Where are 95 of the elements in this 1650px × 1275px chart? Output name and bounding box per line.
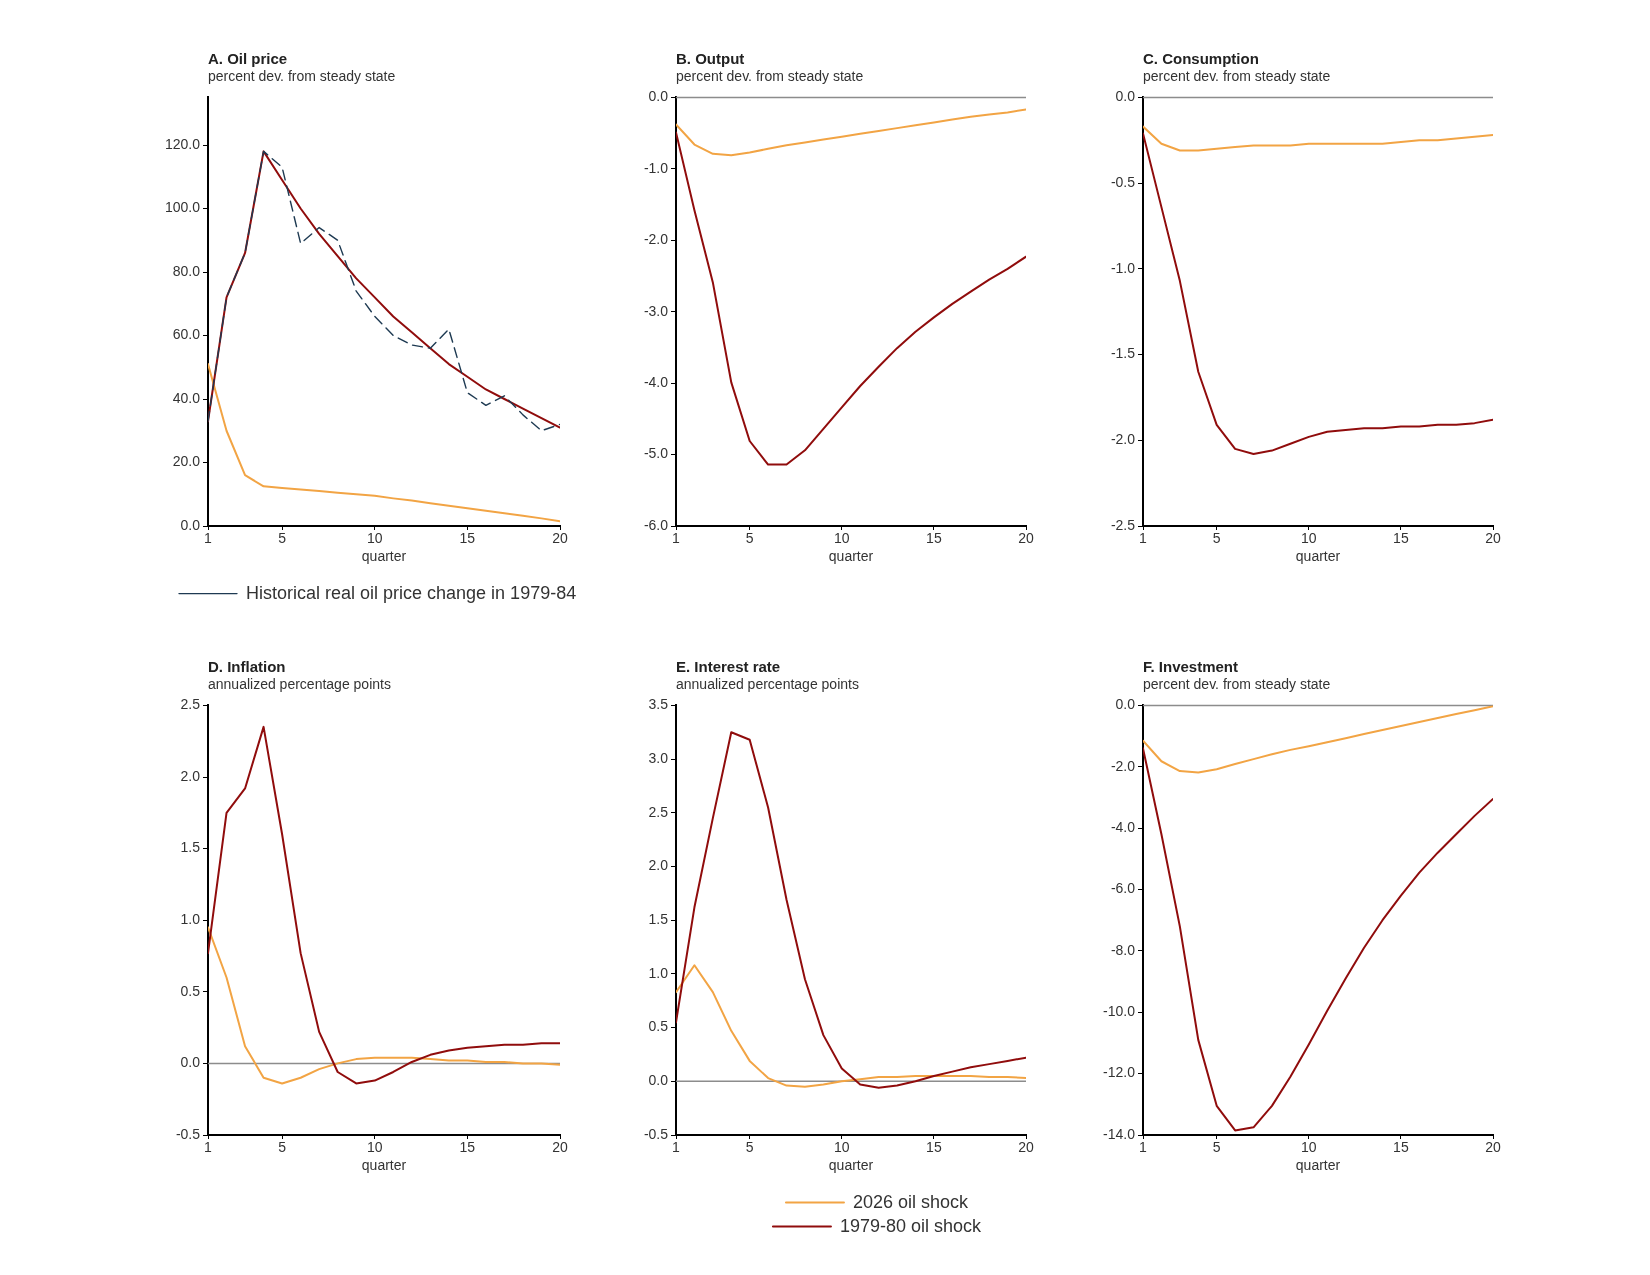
x-tick-label: 20 bbox=[1018, 1139, 1034, 1156]
x-tick-label: 15 bbox=[459, 1139, 476, 1156]
x-tick-label: 10 bbox=[366, 1139, 383, 1156]
y-tick-label: 0.5 bbox=[648, 1018, 669, 1035]
x-axis-title: quarter bbox=[361, 1157, 407, 1174]
y-tick-label: 0.0 bbox=[180, 516, 201, 533]
x-tick-label: 1 bbox=[204, 1139, 213, 1156]
y-tick-label: 0.5 bbox=[180, 982, 201, 999]
x-axis-title: quarter bbox=[361, 548, 407, 565]
y-tick-label: -4.0 bbox=[643, 373, 669, 390]
y-tick-label: -1.0 bbox=[643, 159, 669, 176]
chart-title: C. Consumption bbox=[1143, 50, 1259, 67]
y-tick-label: -10.0 bbox=[1103, 1003, 1136, 1020]
y-tick-label: -3.0 bbox=[643, 302, 669, 319]
x-tick-label: 5 bbox=[278, 1139, 287, 1156]
chart-subtitle: percent dev. from steady state bbox=[1143, 68, 1331, 84]
y-tick-label: 0.0 bbox=[648, 88, 669, 105]
y-tick-label: -2.0 bbox=[1110, 431, 1136, 448]
y-tick-label: -6.0 bbox=[643, 516, 669, 533]
y-tick-label: -8.0 bbox=[1110, 941, 1136, 958]
y-tick-label: -1.0 bbox=[1110, 259, 1136, 276]
x-tick-label: 10 bbox=[1301, 530, 1317, 547]
x-tick-label: 20 bbox=[1018, 530, 1034, 547]
y-tick-label: -2.0 bbox=[643, 231, 669, 248]
x-tick-label: 20 bbox=[1485, 1139, 1501, 1156]
x-tick-label: 5 bbox=[278, 530, 287, 547]
y-tick-label: 3.5 bbox=[648, 696, 669, 713]
x-tick-label: 20 bbox=[552, 530, 568, 547]
y-tick-label: 80.0 bbox=[172, 262, 201, 279]
y-tick-label: 100.0 bbox=[164, 199, 201, 216]
x-tick-label: 10 bbox=[834, 1139, 850, 1156]
x-axis-title: quarter bbox=[1295, 548, 1341, 565]
x-tick-label: 1 bbox=[1139, 530, 1148, 547]
y-tick-label: 20.0 bbox=[172, 453, 201, 470]
legend-label: 2026 oil shock bbox=[852, 1191, 970, 1212]
y-tick-label: 120.0 bbox=[164, 135, 201, 152]
y-tick-label: -0.5 bbox=[175, 1125, 201, 1142]
x-tick-label: 15 bbox=[926, 1139, 942, 1156]
y-tick-label: 2.5 bbox=[180, 696, 201, 713]
chart-subtitle: percent dev. from steady state bbox=[1143, 676, 1331, 692]
legend-label: 1979-80 oil shock bbox=[839, 1215, 983, 1236]
y-tick-label: -6.0 bbox=[1110, 880, 1136, 897]
y-tick-label: 1.0 bbox=[648, 964, 669, 981]
y-tick-label: -2.0 bbox=[1110, 757, 1136, 774]
chart-title: D. Inflation bbox=[208, 658, 286, 675]
y-tick-label: 0.0 bbox=[180, 1054, 201, 1071]
y-tick-label: -5.0 bbox=[643, 445, 669, 462]
x-tick-label: 5 bbox=[745, 530, 754, 547]
y-tick-label: 0.0 bbox=[1115, 696, 1136, 713]
chart-subtitle: annualized percentage points bbox=[208, 676, 391, 692]
y-tick-label: -2.5 bbox=[1110, 516, 1136, 533]
chart-title: B. Output bbox=[676, 50, 745, 67]
x-tick-label: 15 bbox=[459, 530, 476, 547]
x-tick-label: 1 bbox=[672, 530, 681, 547]
x-tick-label: 1 bbox=[204, 530, 213, 547]
y-tick-label: 2.5 bbox=[648, 803, 669, 820]
chart-title: A. Oil price bbox=[208, 50, 288, 67]
y-tick-label: 1.5 bbox=[648, 911, 669, 928]
y-tick-label: -4.0 bbox=[1110, 819, 1136, 835]
legend-label: Historical real oil price change in 1979-84 bbox=[246, 582, 577, 603]
y-tick-label: -0.5 bbox=[643, 1125, 669, 1142]
x-axis-title: quarter bbox=[828, 548, 874, 565]
y-tick-label: 40.0 bbox=[172, 389, 201, 406]
x-tick-label: 1 bbox=[1139, 1139, 1148, 1156]
chart-subtitle: percent dev. from steady state bbox=[208, 68, 396, 84]
x-tick-label: 5 bbox=[745, 1139, 754, 1156]
x-tick-label: 5 bbox=[1212, 530, 1221, 547]
y-tick-label: 0.0 bbox=[1115, 88, 1136, 105]
x-tick-label: 15 bbox=[1393, 530, 1409, 547]
chart-subtitle: percent dev. from steady state bbox=[676, 68, 864, 84]
x-tick-label: 10 bbox=[366, 530, 383, 547]
chart-title: F. Investment bbox=[1143, 658, 1239, 675]
x-tick-label: 10 bbox=[834, 530, 850, 547]
y-tick-label: 2.0 bbox=[648, 857, 669, 874]
y-tick-label: 60.0 bbox=[172, 326, 201, 343]
x-tick-label: 20 bbox=[552, 1139, 568, 1156]
chart-subtitle: annualized percentage points bbox=[676, 676, 859, 692]
x-tick-label: 15 bbox=[926, 530, 942, 547]
y-tick-label: -0.5 bbox=[1110, 173, 1136, 190]
y-tick-label: 0.0 bbox=[648, 1072, 669, 1089]
y-tick-label: 2.0 bbox=[180, 767, 201, 784]
x-tick-label: 5 bbox=[1212, 1139, 1221, 1156]
y-tick-label: 1.0 bbox=[180, 911, 201, 928]
x-axis-title: quarter bbox=[1295, 1157, 1341, 1174]
x-tick-label: 20 bbox=[1485, 530, 1501, 547]
x-tick-label: 1 bbox=[672, 1139, 681, 1156]
y-tick-label: 1.5 bbox=[180, 839, 201, 856]
y-tick-label: 3.0 bbox=[648, 749, 669, 766]
x-axis-title: quarter bbox=[828, 1157, 874, 1174]
x-tick-label: 10 bbox=[1301, 1139, 1317, 1156]
x-tick-label: 15 bbox=[1393, 1139, 1409, 1156]
y-tick-label: -12.0 bbox=[1103, 1064, 1136, 1081]
y-tick-label: -14.0 bbox=[1103, 1125, 1136, 1142]
y-tick-label: -1.5 bbox=[1110, 345, 1136, 362]
chart-title: E. Interest rate bbox=[676, 658, 781, 675]
